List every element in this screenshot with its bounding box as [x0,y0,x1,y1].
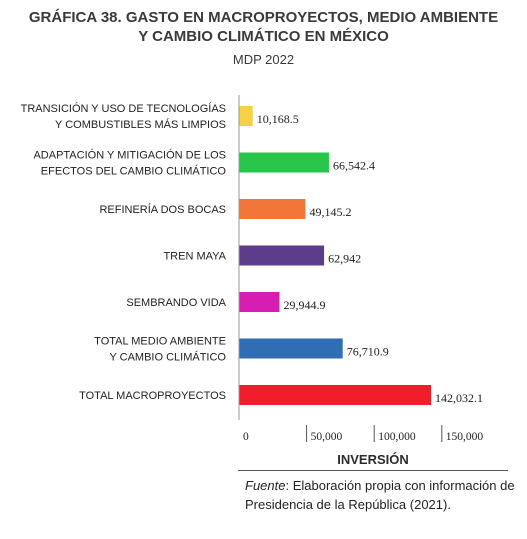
x-tick-label-0: 0 [243,431,249,443]
source-text: : Elaboración propia con información de … [245,478,515,512]
x-tick-label-2: 100,000 [378,431,416,443]
category-label-0-0: TRANSICIÓN Y USO DE TECNOLOGÍAS [21,102,226,115]
value-label-4: 29,944.9 [283,298,325,312]
category-label-1-1: EFECTOS DEL CAMBIO CLIMÁTICO [41,165,227,178]
category-label-5-1: Y CAMBIO CLIMÁTICO [109,351,226,364]
category-label-0-1: Y COMBUSTIBLES MÁS LIMPIOS [55,118,226,131]
category-label-1-0: ADAPTACIÓN Y MITIGACIÓN DE LOS [33,149,226,162]
source-note: Fuente: Elaboración propia con informaci… [245,476,515,514]
bar-1 [239,152,329,173]
chart-title-line-2: Y CAMBIO CLIMÁTICO EN MÉXICO [138,28,389,45]
chart-title-line-1: GRÁFICA 38. GASTO EN MACROPROYECTOS, MED… [28,9,499,26]
value-label-3: 62,942 [328,252,361,266]
value-label-0: 10,168.5 [257,112,299,126]
x-axis-label-rule [238,470,508,471]
category-label-4-0: SEMBRANDO VIDA [126,297,226,309]
category-label-5-0: TOTAL MEDIO AMBIENTE [94,336,226,348]
x-tick-label-1: 50,000 [311,431,343,443]
category-label-2-0: REFINERÍA DOS BOCAS [99,203,226,216]
bar-6 [239,385,432,405]
bar-0 [239,106,253,126]
bar-2 [239,199,306,219]
source-prefix: Fuente [245,478,286,493]
x-axis-label: INVERSIÓN [337,452,409,467]
bar-3 [239,245,325,266]
chart-title: GRÁFICA 38. GASTO EN MACROPROYECTOS, MED… [0,8,527,46]
category-label-6-0: TOTAL MACROPROYECTOS [79,390,226,402]
chart-subtitle: MDP 2022 [232,52,295,67]
value-label-6: 142,032.1 [435,391,483,405]
value-label-2: 49,145.2 [309,205,351,219]
bar-chart: 10,168.5 TRANSICIÓN Y USO DE TECNOLOGÍAS Y… [21,95,484,443]
value-label-5: 76,710.9 [347,345,389,359]
x-tick-label-3: 150,000 [446,431,484,443]
bar-5 [239,338,343,359]
category-label-3-0: TREN MAYA [163,251,226,263]
bar-4 [239,292,280,312]
value-label-1: 66,542.4 [333,159,375,173]
